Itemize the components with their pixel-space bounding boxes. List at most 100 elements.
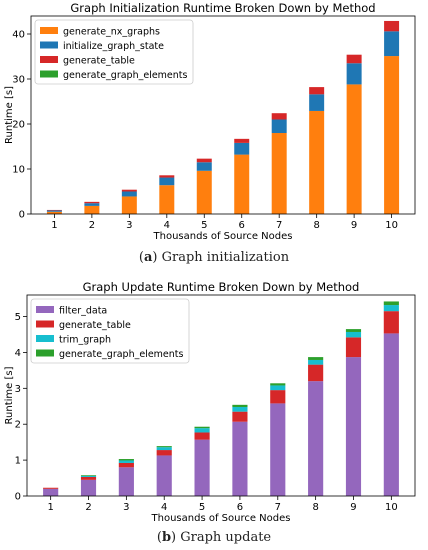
caption-label: a	[143, 250, 153, 265]
bar-segment	[80, 476, 97, 480]
x-tick-label: 2	[85, 502, 91, 513]
chart-graph-initialization: Graph Initialization Runtime Broken Down…	[4, 1, 416, 242]
y-tick-label: 3	[15, 384, 21, 395]
bar-segment	[234, 154, 250, 214]
bar-segment	[46, 210, 62, 212]
x-tick-label: 10	[385, 220, 398, 231]
series-trim-graph	[80, 305, 399, 477]
series-filter-data	[43, 333, 399, 496]
x-tick-label: 1	[51, 220, 57, 231]
bar-segment	[80, 475, 97, 477]
bar-segment	[84, 201, 100, 204]
y-tick-label: 40	[12, 30, 25, 41]
legend-swatch	[36, 349, 54, 357]
series-generate-table	[43, 311, 399, 489]
x-tick-label: 9	[350, 502, 356, 513]
legend-swatch	[36, 306, 54, 313]
x-tick-label: 9	[351, 220, 357, 231]
y-tick-label: 2	[15, 420, 21, 431]
bar-segment	[308, 357, 324, 360]
bar-segment	[309, 94, 325, 111]
y-tick-label: 10	[12, 165, 25, 176]
bar-segment	[270, 390, 286, 404]
y-tick-label: 1	[15, 456, 21, 467]
bar-segment	[46, 209, 62, 211]
bar-segment	[232, 411, 248, 422]
x-tick-label: 5	[201, 220, 207, 231]
bar-segment	[384, 31, 400, 57]
legend-entry: filter_data	[59, 306, 107, 317]
bar-segment	[159, 185, 175, 214]
bar-segment	[345, 337, 362, 358]
bar-segment	[346, 84, 362, 215]
x-tick-label: 3	[126, 220, 132, 231]
bar-segment	[84, 203, 100, 206]
y-axis-label: Runtime [s]	[4, 366, 15, 424]
x-tick-label: 2	[89, 220, 95, 231]
bar-segment	[159, 177, 175, 186]
y-axis-label: Runtime [s]	[4, 86, 15, 144]
bar-segment	[156, 447, 172, 451]
y-tick-label: 0	[15, 492, 21, 503]
bar-segment	[118, 467, 134, 496]
y-tick-label: 0	[19, 210, 25, 221]
bar-segment	[383, 301, 399, 306]
bar-segment	[43, 487, 59, 489]
y-tick-label: 30	[12, 75, 25, 86]
legend-entry: generate_graph_elements	[63, 70, 188, 81]
caption-text: Graph initialization	[161, 250, 290, 265]
legend-entry: generate_table	[59, 320, 131, 331]
bar-segment	[196, 162, 212, 171]
bar-segment	[43, 488, 59, 496]
bar-segment	[156, 446, 172, 448]
plot-frame	[26, 294, 416, 497]
legend-swatch	[40, 56, 58, 63]
legend-entry: generate_nx_graphs	[63, 27, 160, 38]
x-tick-label: 7	[275, 502, 281, 513]
bar-segment	[271, 133, 287, 214]
legend-entry: generate_graph_elements	[59, 349, 184, 360]
bar-segment	[383, 333, 399, 496]
x-tick-label: 7	[276, 220, 282, 231]
bar-segment	[308, 364, 324, 382]
bar-segment	[194, 439, 210, 496]
x-tick-label: 8	[313, 220, 319, 231]
legend-box	[30, 298, 190, 364]
bar-segment	[308, 359, 324, 365]
legend-swatch	[40, 41, 58, 49]
series-generate-table	[46, 20, 400, 211]
bar-segment	[121, 191, 137, 197]
bar-segment	[196, 170, 212, 214]
y-tick-label: 20	[12, 120, 25, 131]
bar-segment	[270, 383, 286, 386]
bar-segment	[194, 432, 210, 440]
bar-segment	[118, 459, 134, 461]
x-tick-label: 3	[123, 502, 129, 513]
bar-segment	[118, 462, 134, 468]
legend-swatch	[36, 320, 54, 328]
legend-entry: initialize_graph_state	[63, 41, 164, 52]
x-tick-label: 8	[312, 502, 318, 513]
bar-segment	[232, 421, 248, 496]
bar-segment	[309, 110, 325, 214]
bar-segment	[384, 20, 400, 32]
bar-segment	[271, 119, 287, 133]
legend-swatch	[40, 70, 58, 78]
bar-segment	[194, 428, 210, 433]
bar-segment	[80, 479, 97, 496]
chart-graph-update: Graph Update Runtime Broken Down by Meth…	[4, 280, 416, 524]
bar-segment	[80, 475, 97, 476]
legend-entry: generate_table	[63, 56, 135, 67]
bar-segment	[345, 329, 362, 332]
bar-segment	[232, 406, 248, 412]
x-tick-label: 5	[199, 502, 205, 513]
bar-segment	[345, 331, 362, 338]
series-initialize-graph-state	[46, 31, 400, 212]
y-tick-label: 4	[15, 348, 21, 359]
bar-segment	[384, 56, 400, 214]
bar-segment	[270, 385, 286, 391]
bar-segment	[121, 196, 137, 214]
series-generate-nx-graphs	[46, 56, 400, 215]
legend: generate_nx_graphs initialize_graph_state…	[34, 19, 194, 85]
